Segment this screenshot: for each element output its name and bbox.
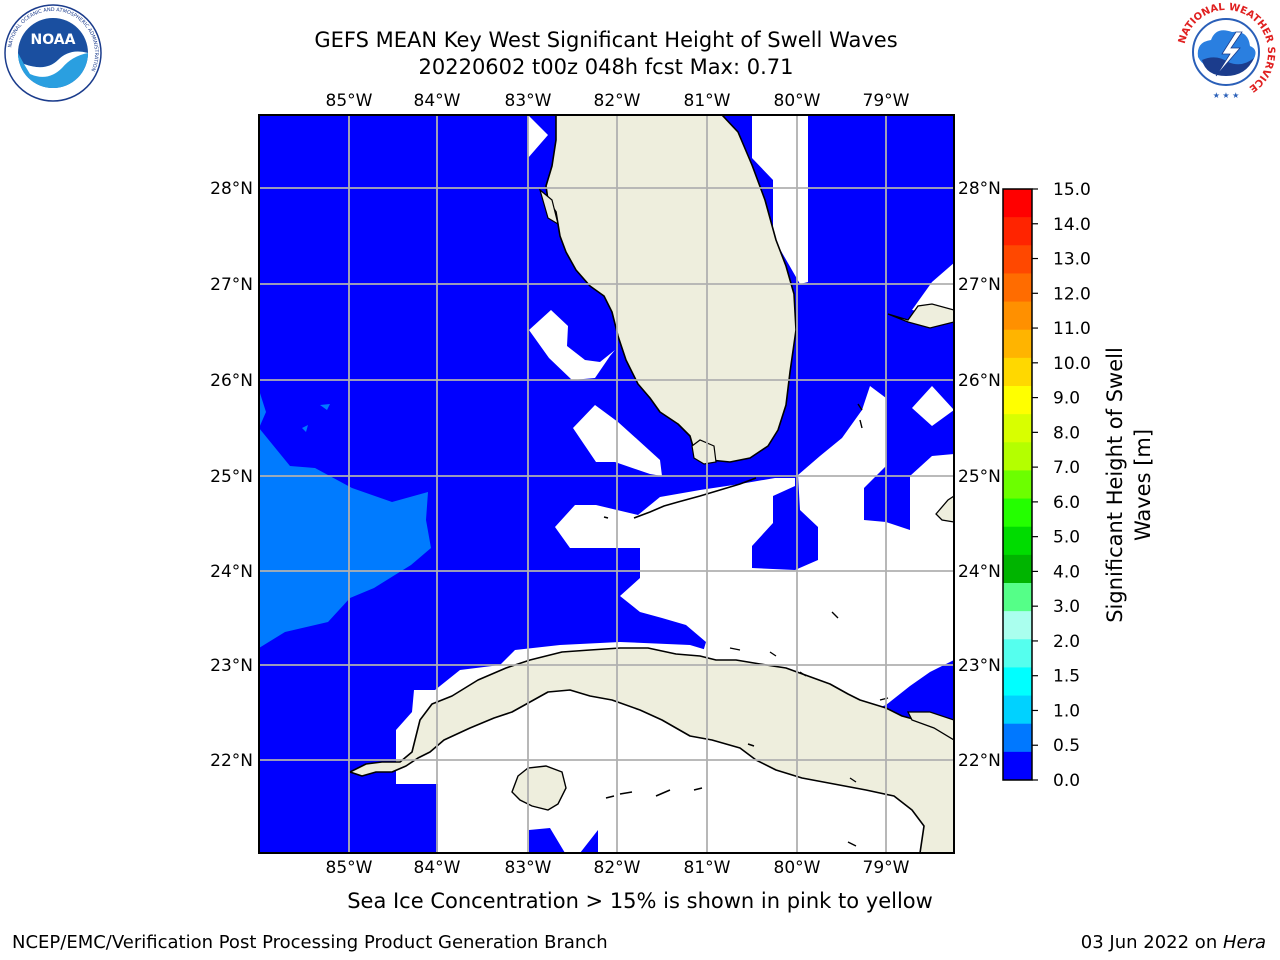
footer-host: Hera — [1222, 932, 1266, 953]
lat-label-right: 25°N — [958, 467, 1001, 487]
map-area — [259, 115, 954, 853]
lat-label-left: 22°N — [210, 751, 253, 771]
lon-label-bottom: 81°W — [684, 858, 731, 878]
colorbar-swatch — [1003, 386, 1032, 415]
lat-label-right: 23°N — [958, 656, 1001, 676]
colorbar-swatch — [1003, 751, 1032, 781]
colorbar-tick-label: 15.0 — [1053, 180, 1091, 200]
colorbar-tick-label: 0.0 — [1053, 771, 1080, 791]
colorbar: 15.0 14.0 13.0 12.0 11.0 10.0 9.0 8.0 7.0 6.0 5.0 4… — [1002, 180, 1155, 791]
colorbar-tick-label: 8.0 — [1053, 423, 1080, 443]
colorbar-swatch — [1003, 667, 1032, 697]
footer-date-text: 03 Jun 2022 on — [1080, 932, 1223, 953]
lat-label-right: 27°N — [958, 275, 1001, 295]
lat-label-right: 26°N — [958, 371, 1001, 391]
colorbar-tick-label: 2.0 — [1053, 632, 1080, 652]
svg-text:★ ★ ★: ★ ★ ★ — [1213, 91, 1240, 100]
colorbar-tick-label: 11.0 — [1053, 319, 1091, 339]
colorbar-tick-label: 9.0 — [1053, 389, 1080, 409]
colorbar-swatch — [1003, 723, 1032, 753]
colorbar-tick-label: 12.0 — [1053, 284, 1091, 304]
lon-label-top: 85°W — [326, 91, 373, 111]
lon-label-bottom: 83°W — [505, 858, 552, 878]
land-cuba — [349, 647, 954, 853]
colorbar-tick-label: 3.0 — [1053, 597, 1080, 617]
colorbar-label-line2: Waves [m] — [1131, 429, 1155, 541]
colorbar-tick-label: 5.0 — [1053, 528, 1080, 548]
lat-label-left: 25°N — [210, 467, 253, 487]
colorbar-tick-label: 7.0 — [1053, 458, 1080, 478]
lon-label-top: 84°W — [414, 91, 461, 111]
colorbar-swatch — [1003, 442, 1032, 471]
colorbar-swatch — [1003, 498, 1032, 528]
lon-label-top: 83°W — [505, 91, 552, 111]
colorbar-swatch — [1003, 217, 1032, 246]
colorbar-swatch — [1003, 583, 1032, 612]
map-frame — [258, 114, 955, 854]
colorbar-swatch — [1003, 611, 1032, 640]
svg-text:NOAA: NOAA — [31, 32, 76, 48]
colorbar-frame — [1002, 188, 1033, 781]
lat-label-right: 22°N — [958, 751, 1001, 771]
map-gridlines — [259, 115, 954, 853]
land-bahamas-north — [887, 303, 954, 329]
colorbar-swatch — [1003, 301, 1032, 331]
colorbar-swatch — [1003, 273, 1032, 303]
lat-label-left: 27°N — [210, 275, 253, 295]
lon-label-top: 82°W — [594, 91, 641, 111]
land-florida — [545, 115, 797, 463]
colorbar-tick-label: 4.0 — [1053, 562, 1080, 582]
lat-label-left: 23°N — [210, 656, 253, 676]
colorbar-swatch — [1003, 414, 1032, 443]
colorbar-swatch — [1003, 245, 1032, 274]
lat-label-left: 28°N — [210, 179, 253, 199]
lat-label-right: 24°N — [958, 562, 1001, 582]
colorbar-tick-label: 6.0 — [1053, 493, 1080, 513]
land-isla-de-la-juventud — [511, 765, 567, 811]
colorbar-swatch — [1003, 526, 1032, 556]
colorbar-tick-label: 1.5 — [1053, 667, 1080, 687]
lon-label-top: 81°W — [684, 91, 731, 111]
colorbar-swatch — [1003, 695, 1032, 725]
colorbar-swatch — [1003, 639, 1032, 668]
sea-ice-caption: Sea Ice Concentration > 15% is shown in … — [347, 889, 933, 913]
lon-label-bottom: 80°W — [774, 858, 821, 878]
colorbar-tick-label: 1.0 — [1053, 701, 1080, 721]
colorbar-tick-label: 10.0 — [1053, 354, 1091, 374]
lon-label-bottom: 82°W — [594, 858, 641, 878]
nws-logo: NATIONAL WEATHER SERVICE ★ ★ ★ — [1177, 2, 1276, 100]
colorbar-swatch — [1003, 189, 1032, 218]
lon-label-top: 79°W — [863, 91, 910, 111]
colorbar-swatch — [1003, 470, 1032, 500]
colorbar-tick-label: 13.0 — [1053, 250, 1091, 270]
lat-label-left: 24°N — [210, 562, 253, 582]
colorbar-swatch — [1003, 554, 1032, 584]
chart-subtitle: 20220602 t00z 048h fcst Max: 0.71 — [418, 55, 794, 79]
lon-label-top: 80°W — [774, 91, 821, 111]
footer-date: 03 Jun 2022 on Hera — [1081, 932, 1266, 953]
footer-branch: NCEP/EMC/Verification Post Processing Pr… — [12, 932, 608, 953]
chart-title: GEFS MEAN Key West Significant Height of… — [314, 28, 898, 52]
lon-label-bottom: 79°W — [863, 858, 910, 878]
colorbar-label-line1: Significant Height of Swell — [1103, 347, 1127, 623]
lon-label-bottom: 84°W — [414, 858, 461, 878]
swell-region-0.5-1.0 — [259, 390, 431, 648]
colorbar-swatch — [1003, 329, 1032, 359]
noaa-logo: NOAA NATIONAL OCEANIC AND ATMOSPHERIC AD… — [4, 4, 102, 102]
lon-label-bottom: 85°W — [326, 858, 373, 878]
colorbar-swatch — [1003, 357, 1032, 387]
colorbar-tick-label: 14.0 — [1053, 215, 1091, 235]
lat-label-right: 28°N — [958, 179, 1001, 199]
lat-label-left: 26°N — [210, 371, 253, 391]
colorbar-tick-label: 0.5 — [1053, 736, 1080, 756]
